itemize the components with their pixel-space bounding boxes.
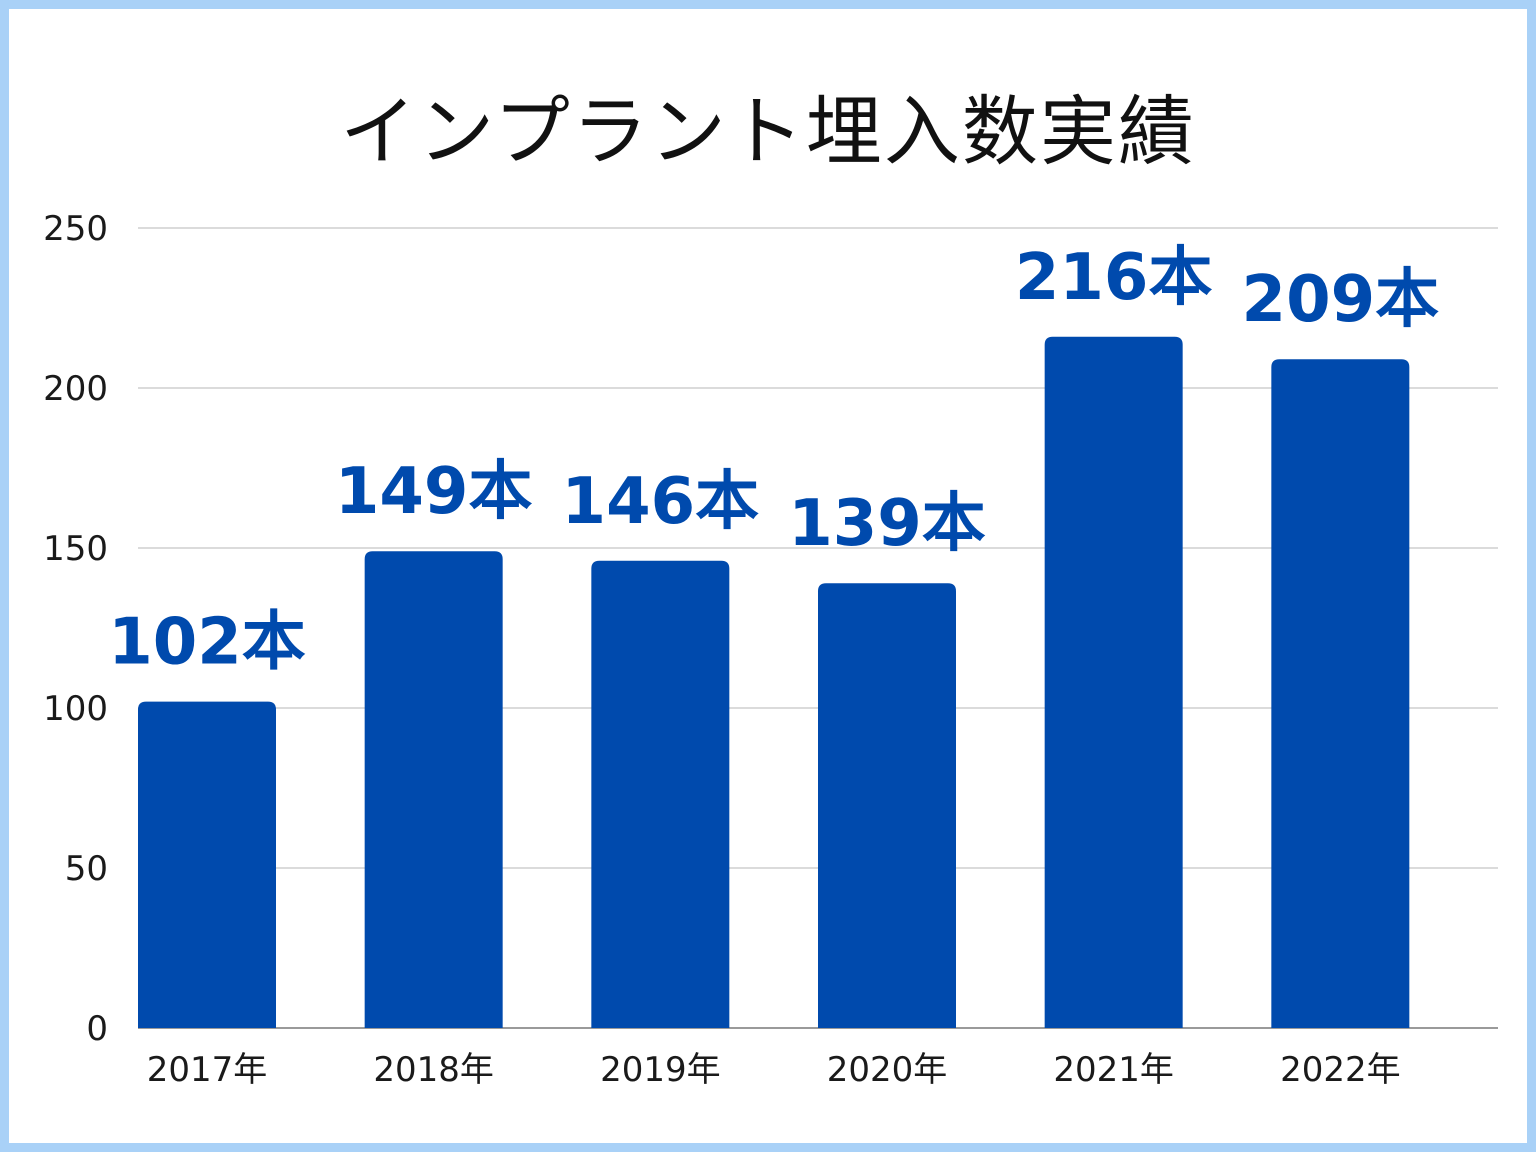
bar-2020 bbox=[818, 583, 956, 1028]
y-tick-label: 250 bbox=[43, 209, 108, 249]
x-tick-label: 2021年 bbox=[1053, 1050, 1174, 1090]
data-label: 139本 bbox=[788, 487, 986, 561]
y-tick-label: 200 bbox=[43, 369, 108, 409]
x-tick-label: 2018年 bbox=[373, 1050, 494, 1090]
x-tick-label: 2019年 bbox=[600, 1050, 721, 1090]
bar-2021 bbox=[1044, 336, 1183, 1028]
bar-2022 bbox=[1271, 359, 1410, 1028]
bar-2019 bbox=[591, 560, 730, 1028]
data-label: 216本 bbox=[1015, 241, 1213, 315]
y-tick-label: 100 bbox=[43, 689, 108, 729]
bar-2018 bbox=[364, 551, 503, 1028]
data-label: 209本 bbox=[1242, 263, 1440, 337]
y-tick-label: 150 bbox=[43, 529, 108, 569]
data-label: 146本 bbox=[562, 465, 760, 539]
y-tick-label: 0 bbox=[86, 1009, 108, 1049]
data-label: 102本 bbox=[108, 606, 306, 680]
y-tick-label: 50 bbox=[65, 849, 108, 889]
x-tick-label: 2017年 bbox=[147, 1050, 268, 1090]
x-tick-label: 2022年 bbox=[1280, 1050, 1401, 1090]
bar-2017 bbox=[138, 701, 276, 1028]
chart-title: インプラント埋入数実績 bbox=[340, 87, 1196, 176]
data-label: 149本 bbox=[335, 455, 533, 529]
x-tick-label: 2020年 bbox=[827, 1050, 948, 1090]
